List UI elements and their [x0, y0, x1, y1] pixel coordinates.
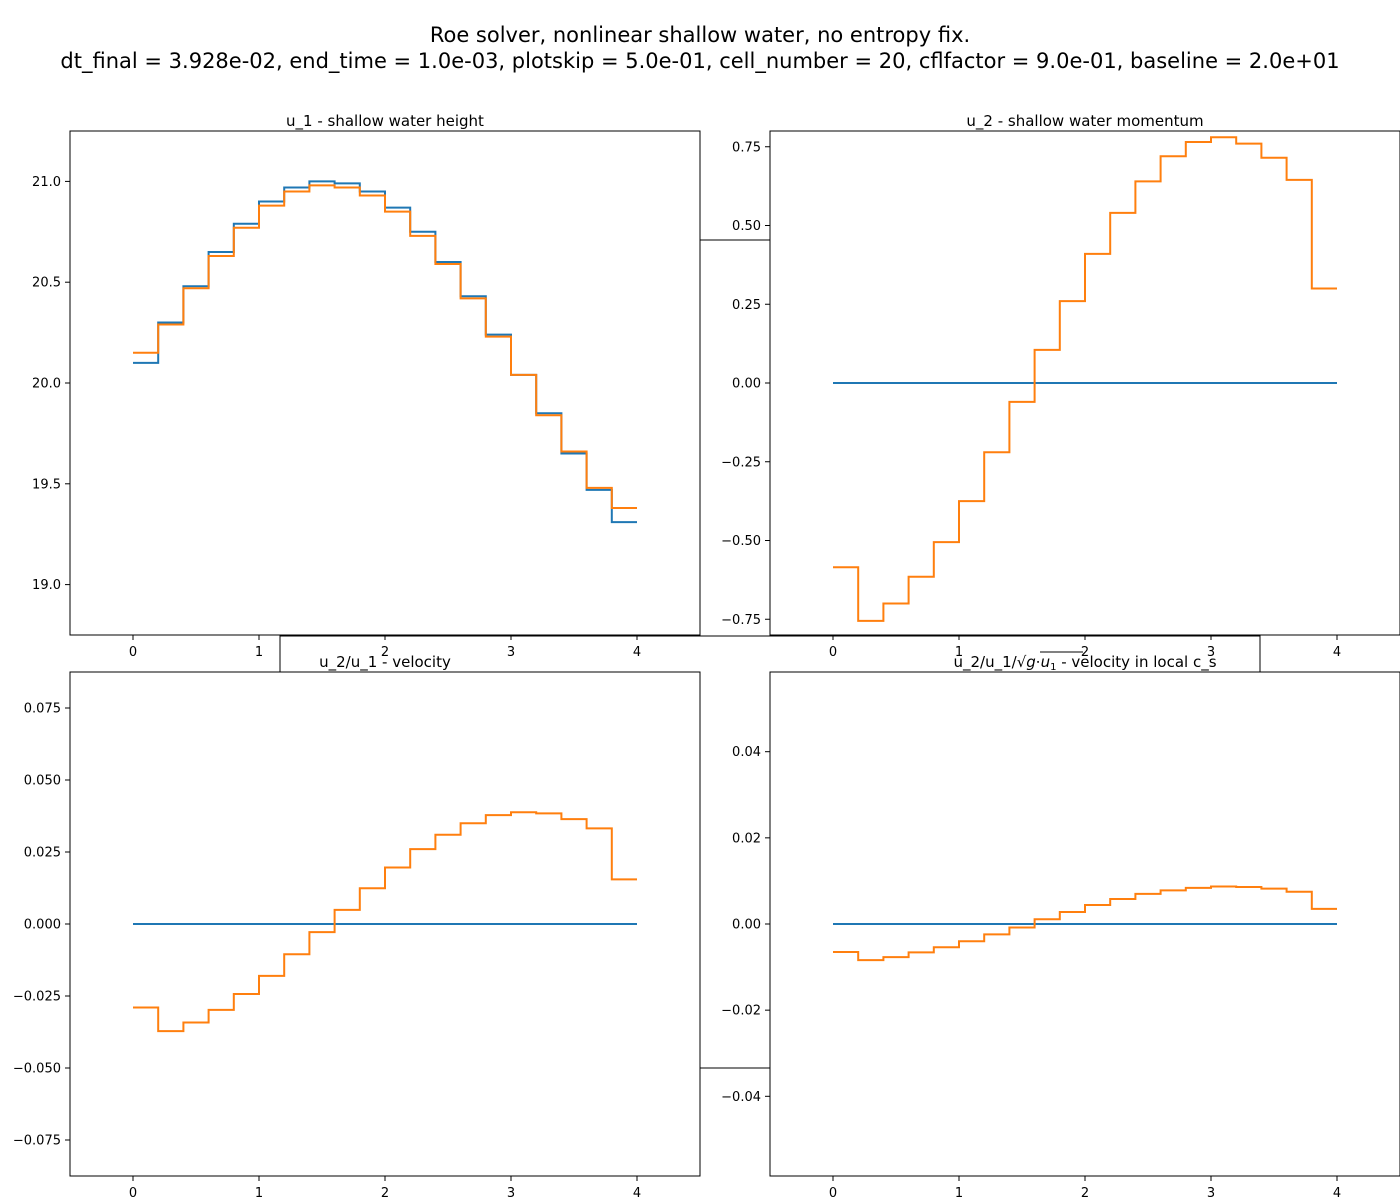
- chart-panel-2: 0 1 2 3 4 −0.75 −0.50 −0.25 0.00 0.25 0.50 0.75 u_2 …: [721, 112, 1400, 660]
- y-tick-label: 0.00: [732, 377, 761, 392]
- y-tick-label: −0.025: [13, 990, 61, 1005]
- y-tick-label: 19.5: [32, 477, 61, 492]
- y-tick-label: 19.0: [32, 578, 61, 593]
- y-tick-label: 0.04: [732, 745, 761, 760]
- x-tick-label: 1: [255, 645, 263, 660]
- y-tick-label: −0.25: [721, 455, 761, 470]
- y-tick-label: 21.0: [32, 175, 61, 190]
- y-tick-label: −0.075: [13, 1134, 61, 1149]
- x-tick-label: 0: [829, 645, 837, 660]
- series-line-2: [833, 885, 1337, 962]
- x-tick-label: 4: [633, 1186, 641, 1200]
- y-tick-label: −0.050: [13, 1062, 61, 1077]
- y-tick-label: 20.5: [32, 276, 61, 291]
- x-tick-label: 4: [633, 645, 641, 660]
- y-tick-label: 0.025: [24, 846, 61, 861]
- axes-title: u_2/u_1 - velocity: [319, 653, 451, 672]
- x-tick-label: 3: [1207, 1186, 1215, 1200]
- x-tick-label: 4: [1333, 1186, 1341, 1200]
- y-tick-label: −0.50: [721, 534, 761, 549]
- x-tick-label: 1: [955, 1186, 963, 1200]
- x-tick-label: 2: [1081, 645, 1089, 660]
- y-tick-label: 0.075: [24, 702, 61, 717]
- series-line-2: [833, 136, 1337, 622]
- x-tick-label: 0: [829, 1186, 837, 1200]
- y-tick-label: −0.75: [721, 613, 761, 628]
- figure-title-line-2: dt_final = 3.928e-02, end_time = 1.0e-03…: [60, 49, 1340, 73]
- y-tick-label: −0.02: [721, 1004, 761, 1019]
- y-tick-label: −0.04: [721, 1090, 761, 1105]
- axes-title: u_1 - shallow water height: [286, 112, 484, 131]
- x-tick-label: 2: [381, 645, 389, 660]
- x-tick-label: 2: [1081, 1186, 1089, 1200]
- x-tick-label: 0: [129, 1186, 137, 1200]
- chart-panel-1: 0 1 2 3 4 19.0 19.5 20.0 20.5 21.0 u_1 - shallow w…: [32, 112, 701, 660]
- x-tick-label: 3: [507, 645, 515, 660]
- axes-title: u_2 - shallow water momentum: [966, 112, 1203, 131]
- axes-title: u_2/u_1/√g⋅u1 - velocity in local c_s: [953, 653, 1216, 673]
- x-tick-label: 1: [255, 1186, 263, 1200]
- y-tick-label: 0.50: [732, 219, 761, 234]
- x-tick-label: 3: [1207, 645, 1215, 660]
- y-tick-label: 20.0: [32, 377, 61, 392]
- chart-panel-3: 0 1 2 3 4 −0.075 −0.050 −0.025 0.000 0.025 0.050 0.…: [13, 653, 701, 1200]
- y-tick-label: 0.75: [732, 140, 761, 155]
- y-tick-label: 0.00: [732, 918, 761, 933]
- y-tick-label: 0.000: [24, 918, 61, 933]
- series-line-2: [133, 184, 637, 509]
- x-tick-label: 1: [955, 645, 963, 660]
- y-tick-label: 0.25: [732, 298, 761, 313]
- y-tick-label: 0.02: [732, 831, 761, 846]
- x-tick-label: 4: [1333, 645, 1341, 660]
- artifact-frame: [279, 635, 1261, 672]
- x-tick-label: 0: [129, 645, 137, 660]
- series-line-2: [133, 811, 637, 1033]
- series-line-1: [133, 180, 637, 524]
- x-tick-label: 2: [381, 1186, 389, 1200]
- chart-panel-4: 0 1 2 3 4 −0.04 −0.02 0.00 0.02 0.04 u_2/u_1/√g⋅u1…: [721, 651, 1400, 1200]
- figure-title-line-1: Roe solver, nonlinear shallow water, no …: [429, 23, 971, 47]
- x-tick-label: 3: [507, 1186, 515, 1200]
- y-tick-label: 0.050: [24, 774, 61, 789]
